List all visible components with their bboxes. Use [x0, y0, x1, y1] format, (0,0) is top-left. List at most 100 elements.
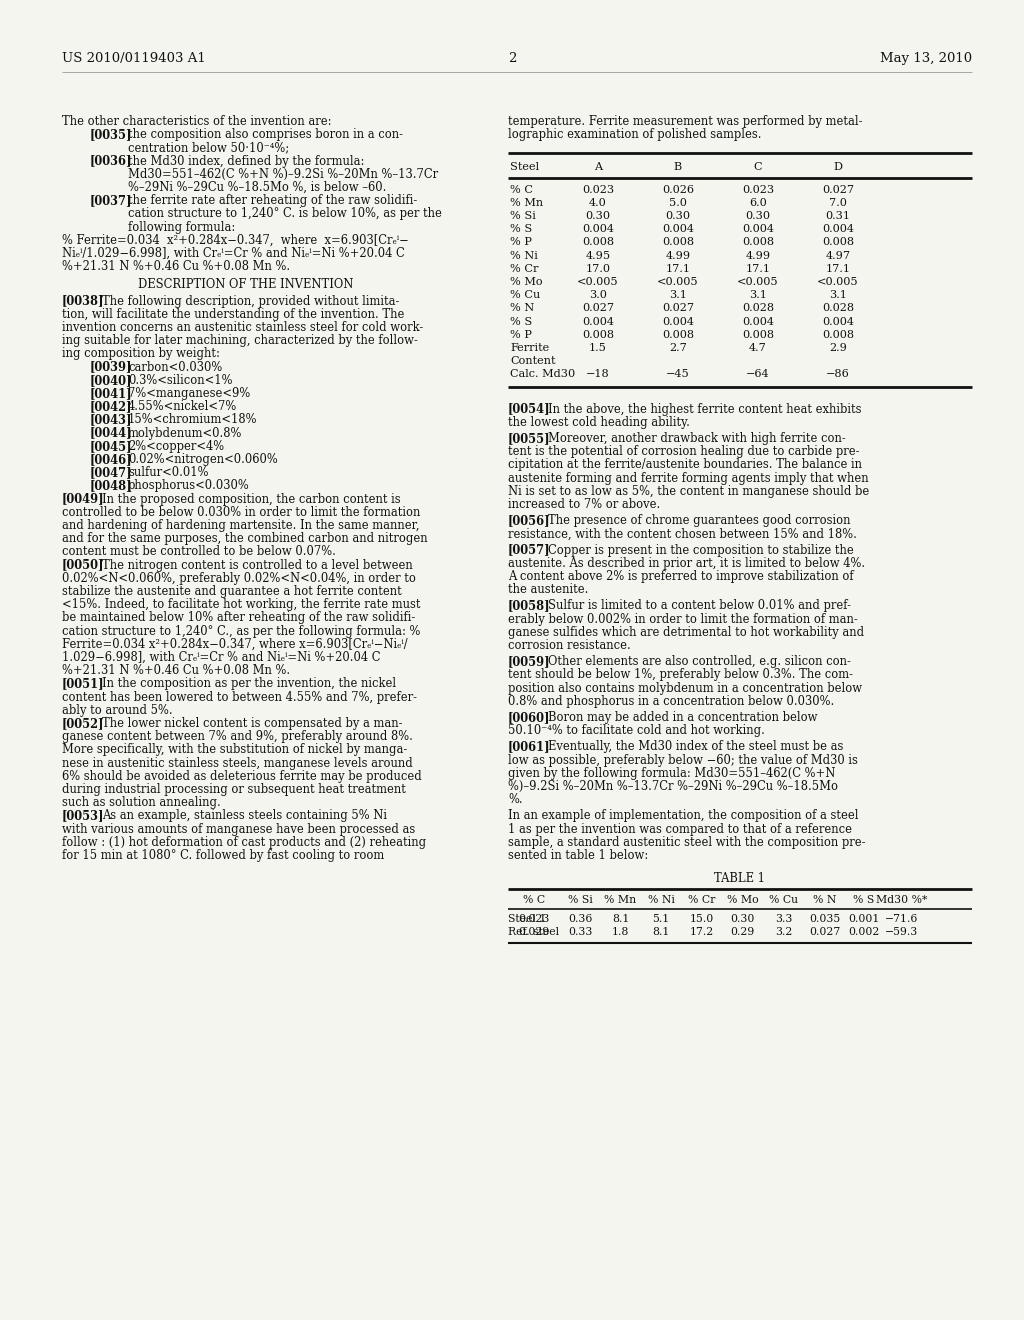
Text: Eventually, the Md30 index of the steel must be as: Eventually, the Md30 index of the steel …: [548, 741, 844, 754]
Text: 0.008: 0.008: [662, 238, 694, 247]
Text: [0036]: [0036]: [90, 154, 132, 168]
Text: % S: % S: [510, 317, 532, 326]
Text: 7.0: 7.0: [829, 198, 847, 207]
Text: 17.1: 17.1: [745, 264, 770, 273]
Text: The nitrogen content is controlled to a level between: The nitrogen content is controlled to a …: [102, 558, 413, 572]
Text: and hardening of hardening martensite. In the same manner,: and hardening of hardening martensite. I…: [62, 519, 420, 532]
Text: 0.004: 0.004: [742, 317, 774, 326]
Text: [0044]: [0044]: [90, 426, 133, 440]
Text: 0.004: 0.004: [822, 224, 854, 234]
Text: Other elements are also controlled, e.g. silicon con-: Other elements are also controlled, e.g.…: [548, 655, 851, 668]
Text: 3.1: 3.1: [669, 290, 687, 300]
Text: 0.29: 0.29: [730, 927, 755, 937]
Text: during industrial processing or subsequent heat treatment: during industrial processing or subseque…: [62, 783, 406, 796]
Text: phosphorus<0.030%: phosphorus<0.030%: [128, 479, 250, 492]
Text: carbon<0.030%: carbon<0.030%: [128, 360, 222, 374]
Text: % Mn: % Mn: [604, 895, 637, 906]
Text: [0054]: [0054]: [508, 403, 551, 416]
Text: [0048]: [0048]: [90, 479, 133, 492]
Text: 2%<copper<4%: 2%<copper<4%: [128, 440, 224, 453]
Text: −59.3: −59.3: [886, 927, 919, 937]
Text: Boron may be added in a concentration below: Boron may be added in a concentration be…: [548, 711, 817, 723]
Text: [0051]: [0051]: [62, 677, 104, 690]
Text: % C: % C: [510, 185, 534, 194]
Text: ably to around 5%.: ably to around 5%.: [62, 704, 173, 717]
Text: [0035]: [0035]: [90, 128, 132, 141]
Text: 4.95: 4.95: [586, 251, 610, 260]
Text: ing suitable for later machining, characterized by the follow-: ing suitable for later machining, charac…: [62, 334, 418, 347]
Text: % Mo: % Mo: [510, 277, 543, 286]
Text: Steel 1: Steel 1: [508, 913, 547, 924]
Text: 7%<manganese<9%: 7%<manganese<9%: [128, 387, 250, 400]
Text: 0.02%<nitrogen<0.060%: 0.02%<nitrogen<0.060%: [128, 453, 278, 466]
Text: Sulfur is limited to a content below 0.01% and pref-: Sulfur is limited to a content below 0.0…: [548, 599, 851, 612]
Text: <15%. Indeed, to facilitate hot working, the ferrite rate must: <15%. Indeed, to facilitate hot working,…: [62, 598, 421, 611]
Text: 5.1: 5.1: [652, 913, 670, 924]
Text: 4.55%<nickel<7%: 4.55%<nickel<7%: [128, 400, 238, 413]
Text: Moreover, another drawback with high ferrite con-: Moreover, another drawback with high fer…: [548, 432, 846, 445]
Text: [0039]: [0039]: [90, 360, 132, 374]
Text: cation structure to 1,240° C. is below 10%, as per the: cation structure to 1,240° C. is below 1…: [128, 207, 442, 220]
Text: follow : (1) hot deformation of cast products and (2) reheating: follow : (1) hot deformation of cast pro…: [62, 836, 426, 849]
Text: the Md30 index, defined by the formula:: the Md30 index, defined by the formula:: [128, 154, 365, 168]
Text: 0.02%<N<0.060%, preferably 0.02%<N<0.04%, in order to: 0.02%<N<0.060%, preferably 0.02%<N<0.04%…: [62, 572, 416, 585]
Text: 0.008: 0.008: [582, 238, 614, 247]
Text: % Mo: % Mo: [727, 895, 759, 906]
Text: stabilize the austenite and guarantee a hot ferrite content: stabilize the austenite and guarantee a …: [62, 585, 401, 598]
Text: and for the same purposes, the combined carbon and nitrogen: and for the same purposes, the combined …: [62, 532, 428, 545]
Text: ganese sulfides which are detrimental to hot workability and: ganese sulfides which are detrimental to…: [508, 626, 864, 639]
Text: 0.008: 0.008: [582, 330, 614, 339]
Text: A: A: [594, 162, 602, 173]
Text: 1.029−6.998], with Crₑⁱ=Cr % and Niₑⁱ=Ni %+20.04 C: 1.029−6.998], with Crₑⁱ=Cr % and Niₑⁱ=Ni…: [62, 651, 381, 664]
Text: 2.9: 2.9: [829, 343, 847, 352]
Text: −18: −18: [586, 370, 610, 379]
Text: 0.028: 0.028: [742, 304, 774, 313]
Text: [0061]: [0061]: [508, 741, 551, 754]
Text: In the above, the highest ferrite content heat exhibits: In the above, the highest ferrite conten…: [548, 403, 861, 416]
Text: increased to 7% or above.: increased to 7% or above.: [508, 498, 660, 511]
Text: 0.008: 0.008: [742, 238, 774, 247]
Text: 0.33: 0.33: [568, 927, 592, 937]
Text: Ferrite=0.034 x²+0.284x−0.347, where x=6.903[Crₑⁱ−Niₑⁱ/: Ferrite=0.034 x²+0.284x−0.347, where x=6…: [62, 638, 408, 651]
Text: −45: −45: [667, 370, 690, 379]
Text: <0.005: <0.005: [657, 277, 698, 286]
Text: 0.028: 0.028: [822, 304, 854, 313]
Text: 5.0: 5.0: [669, 198, 687, 207]
Text: %–29Ni %–29Cu %–18.5Mo %, is below –60.: %–29Ni %–29Cu %–18.5Mo %, is below –60.: [128, 181, 386, 194]
Text: tent should be below 1%, preferably below 0.3%. The com-: tent should be below 1%, preferably belo…: [508, 668, 853, 681]
Text: % S: % S: [853, 895, 874, 906]
Text: Steel: Steel: [510, 162, 539, 173]
Text: 0.8% and phosphorus in a concentration below 0.030%.: 0.8% and phosphorus in a concentration b…: [508, 694, 835, 708]
Text: 2.7: 2.7: [669, 343, 687, 352]
Text: % Cu: % Cu: [769, 895, 798, 906]
Text: austenite. As described in prior art, it is limited to below 4%.: austenite. As described in prior art, it…: [508, 557, 865, 570]
Text: 0.008: 0.008: [742, 330, 774, 339]
Text: corrosion resistance.: corrosion resistance.: [508, 639, 631, 652]
Text: low as possible, preferably below −60; the value of Md30 is: low as possible, preferably below −60; t…: [508, 754, 858, 767]
Text: [0059]: [0059]: [508, 655, 551, 668]
Text: 0.3%<silicon<1%: 0.3%<silicon<1%: [128, 374, 232, 387]
Text: [0058]: [0058]: [508, 599, 551, 612]
Text: Copper is present in the composition to stabilize the: Copper is present in the composition to …: [548, 544, 854, 557]
Text: −71.6: −71.6: [886, 913, 919, 924]
Text: 0.004: 0.004: [582, 224, 614, 234]
Text: 8.1: 8.1: [652, 927, 670, 937]
Text: 0.026: 0.026: [662, 185, 694, 194]
Text: 3.3: 3.3: [775, 913, 793, 924]
Text: [0041]: [0041]: [90, 387, 133, 400]
Text: −64: −64: [746, 370, 770, 379]
Text: % Ferrite=0.034  x²+0.284x−0.347,  where  x=6.903[Crₑⁱ−: % Ferrite=0.034 x²+0.284x−0.347, where x…: [62, 234, 409, 247]
Text: ing composition by weight:: ing composition by weight:: [62, 347, 220, 360]
Text: 3.2: 3.2: [775, 927, 793, 937]
Text: <0.005: <0.005: [817, 277, 859, 286]
Text: % S: % S: [510, 224, 532, 234]
Text: 0.008: 0.008: [662, 330, 694, 339]
Text: % N: % N: [813, 895, 837, 906]
Text: 0.008: 0.008: [822, 330, 854, 339]
Text: A content above 2% is preferred to improve stabilization of: A content above 2% is preferred to impro…: [508, 570, 854, 583]
Text: 0.029: 0.029: [518, 927, 550, 937]
Text: the composition also comprises boron in a con-: the composition also comprises boron in …: [128, 128, 403, 141]
Text: [0056]: [0056]: [508, 515, 551, 527]
Text: following formula:: following formula:: [128, 220, 236, 234]
Text: 3.1: 3.1: [829, 290, 847, 300]
